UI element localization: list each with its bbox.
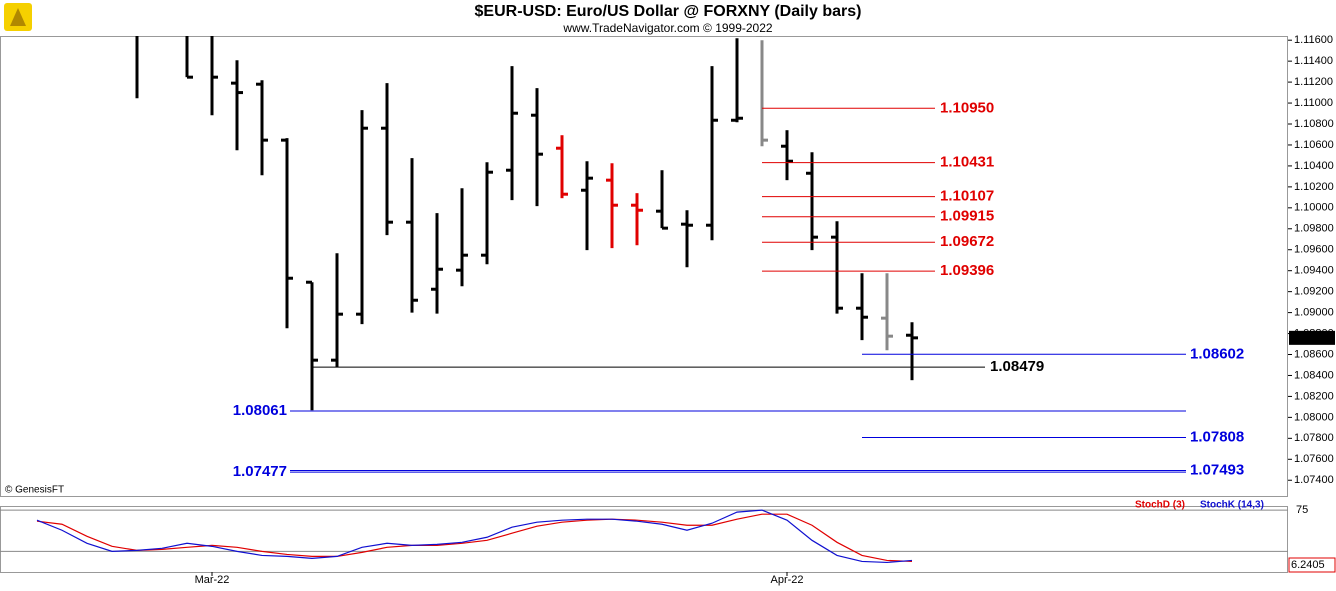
legend-entry: StochD (3) [1135, 500, 1185, 511]
last-price-label: 1.08759 [1291, 332, 1331, 344]
y-tick-label: 1.09600 [1294, 244, 1334, 256]
legend-entry: StochK (14,3) [1200, 500, 1264, 511]
last-value-label: 6.2405 [1291, 559, 1325, 571]
y-tick-label: 1.07800 [1294, 432, 1334, 444]
level-label: 1.10107 [940, 188, 994, 205]
y-tick-label: 1.09200 [1294, 286, 1334, 298]
price-panel [0, 36, 1288, 497]
level-label: 1.10431 [940, 154, 994, 171]
level-label: 1.09396 [940, 262, 994, 279]
stoch-line [36, 513, 913, 563]
stoch-panel [0, 506, 1288, 573]
y-tick-label: 1.10200 [1294, 181, 1334, 193]
y-tick-label: 1.10400 [1294, 160, 1334, 172]
y-tick-label: 1.10600 [1294, 139, 1334, 151]
y-tick-label: 1.09000 [1294, 307, 1334, 319]
y-tick-label: 1.08200 [1294, 390, 1334, 402]
y-tick-label: 1.11400 [1294, 55, 1333, 67]
level-label: 1.07808 [1190, 428, 1244, 445]
y-tick-label: 1.08400 [1294, 369, 1334, 381]
stoch-line [36, 509, 913, 564]
y-tick-label: 1.11000 [1294, 97, 1333, 109]
level-label: 1.09915 [940, 208, 994, 225]
level-label: 1.07477 [233, 463, 287, 480]
y-tick-label: 1.08600 [1294, 348, 1334, 360]
chart-title: $EUR-USD: Euro/US Dollar @ FORXNY (Daily… [475, 3, 862, 20]
y-tick-label: 1.10800 [1294, 118, 1334, 130]
y-tick-label: 75 [1296, 504, 1308, 516]
x-tick-label: Apr-22 [770, 574, 803, 586]
last-value-box [1288, 557, 1336, 573]
logo [4, 3, 32, 31]
chart-subtitle: www.TradeNavigator.com © 1999-2022 [562, 21, 772, 35]
level-label: 1.08602 [1190, 345, 1244, 362]
y-tick-label: 1.08000 [1294, 411, 1334, 423]
x-tick-label: Mar-22 [195, 574, 230, 586]
y-tick-label: 1.07600 [1294, 453, 1334, 465]
y-tick-label: 1.11200 [1294, 76, 1333, 88]
y-tick-label: 1.10000 [1294, 202, 1334, 214]
level-label: 1.08061 [233, 402, 287, 419]
y-tick-label: 1.09400 [1294, 265, 1334, 277]
level-label: 1.09672 [940, 233, 994, 250]
y-tick-label: 1.09800 [1294, 223, 1334, 235]
bars [135, 36, 918, 411]
level-label: 1.10950 [940, 99, 994, 116]
level-label: 1.08479 [990, 358, 1044, 375]
level-label: 1.07493 [1190, 461, 1244, 478]
source: © GenesisFT [5, 485, 64, 496]
y-tick-label: 1.11600 [1294, 34, 1333, 46]
last-price-box [1289, 330, 1335, 345]
y-tick-label: 1.07400 [1294, 474, 1334, 486]
